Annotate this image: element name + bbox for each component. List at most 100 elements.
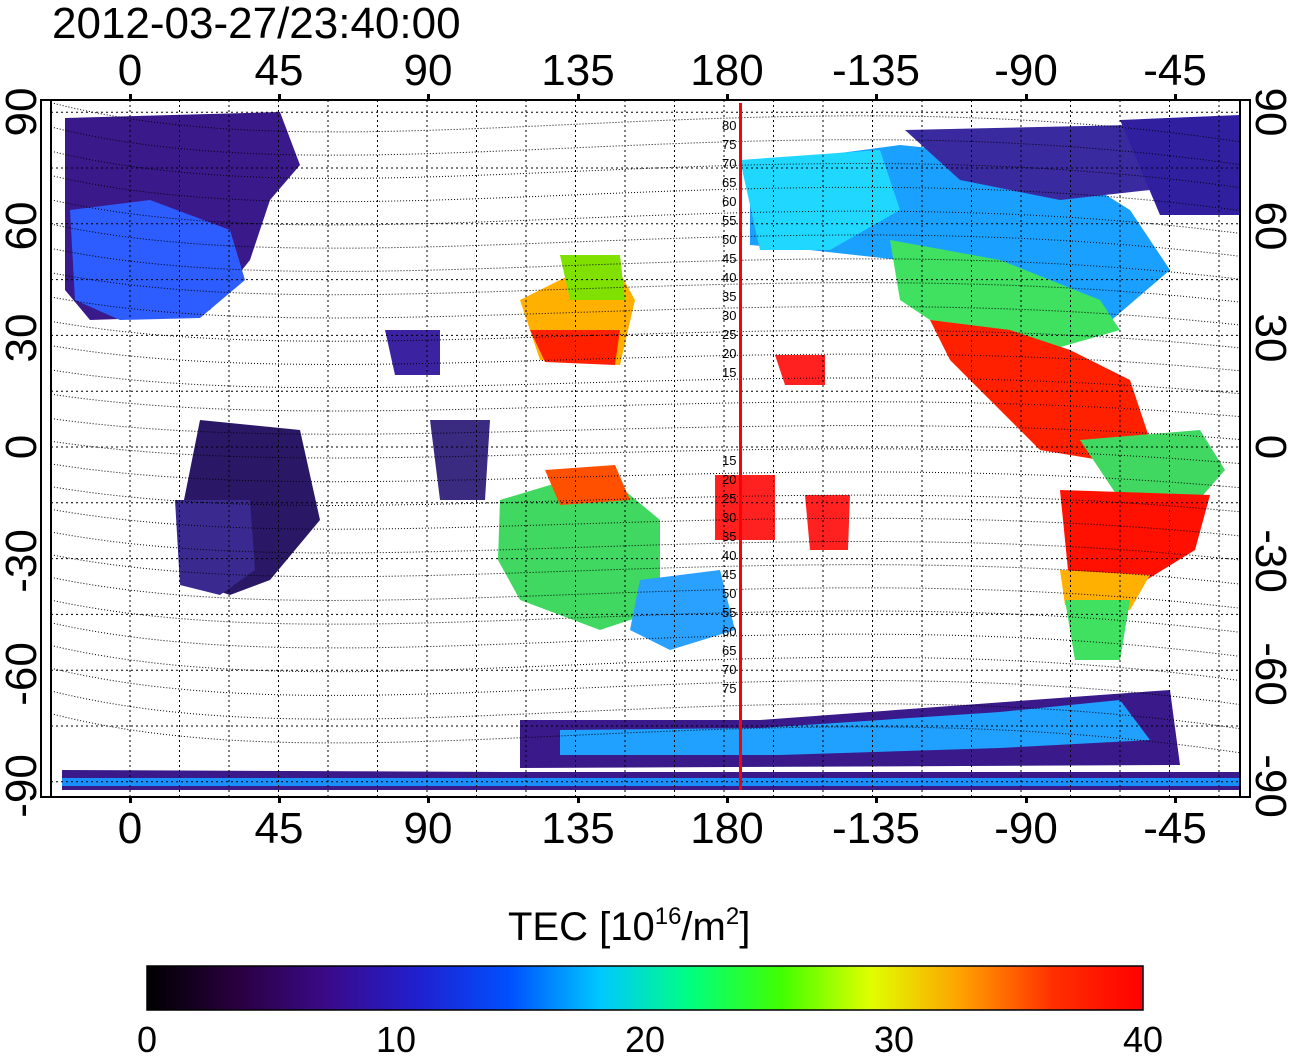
tec-region-pacific-s2	[805, 495, 850, 550]
lon-tick-mark	[726, 94, 729, 100]
lon-tick-bottom: 90	[404, 804, 453, 853]
lon-tick-top: 90	[404, 46, 453, 95]
magnetic-latitude-contour	[50, 175, 1241, 211]
magnetic-latitude-label: 50	[722, 586, 736, 601]
lon-tick-bottom: 135	[541, 804, 614, 853]
map-title: 2012-03-27/23:40:00	[52, 0, 461, 48]
magnetic-latitude-contour	[50, 223, 1241, 257]
lon-tick-top: -135	[832, 46, 920, 95]
lon-tick-mark	[129, 797, 132, 803]
magnetic-latitude-label: 75	[722, 137, 736, 152]
magnetic-latitude-label: 40	[722, 270, 736, 285]
lon-tick-mark	[278, 797, 281, 803]
lon-tick-mark	[129, 94, 132, 100]
lon-tick-mark	[726, 797, 729, 803]
magnetic-latitude-label: 75	[722, 681, 736, 696]
tec-region-japan-red	[530, 330, 620, 365]
magnetic-latitude-label: 80	[722, 118, 736, 133]
tec-region-pacific-n	[775, 355, 825, 385]
lon-tick-bottom: -45	[1143, 804, 1207, 853]
magnetic-latitude-contour	[50, 247, 1241, 280]
lat-tick-left: 30	[0, 314, 46, 363]
lon-tick-bottom: 0	[118, 804, 142, 853]
lat-tick-right: 90	[1246, 88, 1292, 137]
lon-tick-top: 180	[690, 46, 763, 95]
magnetic-latitude-label: 15	[722, 453, 736, 468]
lat-tick-right: 30	[1246, 314, 1292, 363]
lon-tick-bottom: -135	[832, 804, 920, 853]
tec-region-australia-red	[545, 465, 630, 505]
magnetic-latitude-label: 30	[722, 510, 736, 525]
magnetic-latitude-contour	[50, 599, 1241, 633]
magnetic-latitude-label: 45	[722, 567, 736, 582]
magnetic-latitude-label: 65	[722, 175, 736, 190]
tec-region-sa-top	[1080, 430, 1225, 510]
magnetic-latitude-label: 70	[722, 156, 736, 171]
lat-tick-left: 60	[0, 202, 46, 251]
lon-tick-top: 0	[118, 46, 142, 95]
magnetic-latitude-label: 60	[722, 194, 736, 209]
colorbar-tick: 40	[1122, 1019, 1164, 1060]
lat-tick-left: -90	[0, 754, 46, 818]
lon-tick-mark	[427, 94, 430, 100]
lon-tick-mark	[1025, 797, 1028, 803]
lon-tick-mark	[577, 94, 580, 100]
tec-region-india	[385, 330, 440, 375]
lon-tick-mark	[577, 797, 580, 803]
magnetic-latitude-label: 65	[722, 643, 736, 658]
tec-region-europe-blue	[70, 200, 245, 320]
tec-region-greenland	[1120, 115, 1240, 215]
lon-tick-top: 45	[255, 46, 304, 95]
lon-tick-bottom: -90	[994, 804, 1058, 853]
magnetic-latitude-contour	[50, 126, 1241, 166]
lon-tick-top: -90	[994, 46, 1058, 95]
tec-region-seasia	[430, 420, 490, 500]
colorbar-tick: 10	[375, 1019, 417, 1060]
lat-tick-left: -30	[0, 529, 46, 593]
magnetic-latitude-contour	[50, 645, 1241, 681]
lon-tick-bottom: 180	[690, 804, 763, 853]
magnetic-latitude-contour	[50, 150, 1241, 189]
map-axes: 0045459090135135180180-135-135-90-90-45-…	[0, 46, 1292, 853]
magnetic-latitude-label: 35	[722, 289, 736, 304]
magnetic-latitude-label: 35	[722, 529, 736, 544]
lat-tick-right: 60	[1246, 202, 1292, 251]
magnetic-latitude-contour	[50, 102, 1241, 143]
tec-region-na-mexico	[930, 320, 1150, 460]
magnetic-latitude-label: 50	[722, 232, 736, 247]
magnetic-latitude-label: 45	[722, 251, 736, 266]
lat-tick-left: -60	[0, 642, 46, 706]
colorbar-tick: 30	[873, 1019, 915, 1060]
colorbar-tick: 0	[136, 1019, 158, 1060]
lat-tick-right: -90	[1246, 754, 1292, 818]
magnetic-latitude-contour	[50, 576, 1241, 609]
lon-tick-mark	[427, 797, 430, 803]
magnetic-latitude-labels: 80 75 70 65 60 55 50 45 40 35 30 25 20 15 15 20 25 30 35 40…	[722, 118, 736, 696]
magnetic-latitude-contour	[50, 622, 1241, 657]
map-graticule	[50, 100, 1241, 797]
tec-region-tasman	[630, 570, 735, 650]
magnetic-latitude-label: 20	[722, 472, 736, 487]
magnetic-latitude-contour	[50, 199, 1241, 234]
lon-tick-mark	[278, 94, 281, 100]
tec-region-safrica	[175, 500, 255, 595]
lon-tick-mark	[875, 94, 878, 100]
lat-tick-left: 90	[0, 88, 46, 137]
colorbar	[146, 965, 1144, 1011]
lon-tick-mark	[1174, 797, 1177, 803]
magnetic-latitude-label: 20	[722, 346, 736, 361]
tec-region-pacific-s1	[715, 475, 775, 540]
lon-tick-bottom: 45	[255, 804, 304, 853]
magnetic-latitude-label: 55	[722, 605, 736, 620]
lat-axis-bar-right	[1239, 99, 1251, 798]
tec-region-patagonia	[1065, 600, 1130, 660]
lat-axis-bar-left	[40, 99, 52, 798]
tec-region-canada	[905, 125, 1150, 200]
magnetic-latitude-label: 70	[722, 662, 736, 677]
magnetic-latitude-label: 55	[722, 213, 736, 228]
tec-region-antarctica-blue	[560, 700, 1150, 755]
lat-tick-right: -30	[1246, 529, 1292, 593]
magnetic-latitude-label: 40	[722, 548, 736, 563]
magnetic-latitude-label: 60	[722, 624, 736, 639]
